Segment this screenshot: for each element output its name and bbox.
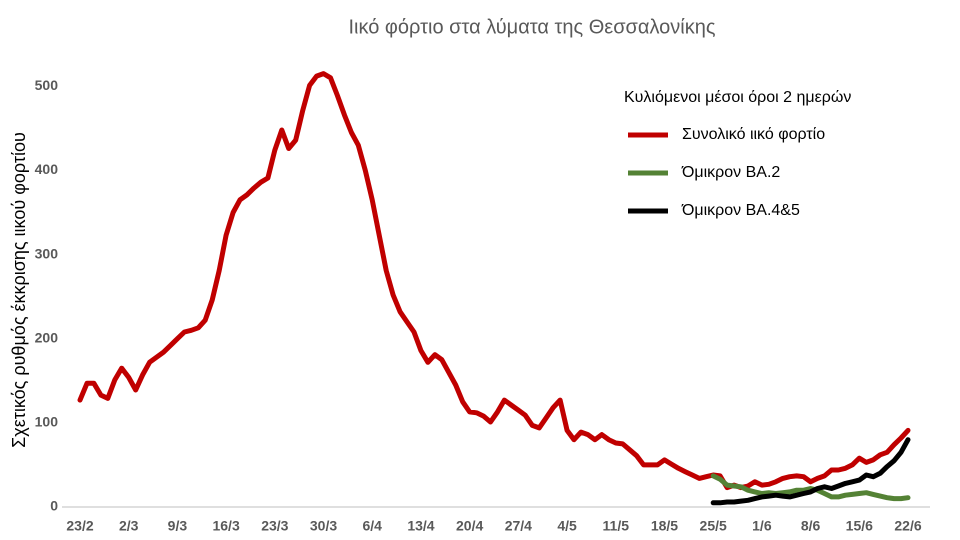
x-tick-label: 11/5 (603, 518, 630, 534)
y-tick-label: 200 (35, 329, 59, 345)
x-tick-label: 22/6 (894, 518, 921, 534)
x-tick-label: 27/4 (505, 518, 532, 534)
x-tick-label: 4/5 (557, 518, 577, 534)
x-tick-label: 16/3 (212, 518, 239, 534)
y-tick-label: 0 (50, 498, 58, 514)
x-tick-label: 25/5 (700, 518, 727, 534)
x-tick-label: 2/3 (119, 518, 139, 534)
x-tick-label: 9/3 (168, 518, 188, 534)
x-tick-label: 1/6 (752, 518, 772, 534)
x-tick-label: 8/6 (801, 518, 821, 534)
legend-label: Όμικρον BA.2 (681, 164, 780, 181)
x-tick-label: 23/3 (261, 518, 288, 534)
y-tick-label: 100 (35, 414, 59, 430)
series-line (77, 71, 911, 491)
x-tick-label: 6/4 (363, 518, 383, 534)
x-tick-label: 13/4 (407, 518, 434, 534)
legend-title: Κυλιόμενοι μέσοι όροι 2 ημερών (624, 89, 851, 106)
legend-label: Όμικρον BA.4&5 (681, 202, 800, 219)
legend-label: Συνολικό ιικό φορτίο (682, 126, 825, 143)
y-tick-label: 300 (35, 245, 59, 261)
chart-title: Ιικό φόρτιο στα λύματα της Θεσσαλονίκης (349, 16, 716, 38)
x-tick-label: 18/5 (651, 518, 678, 534)
x-tick-label: 15/6 (846, 518, 873, 534)
x-tick-label: 20/4 (456, 518, 483, 534)
x-tick-label: 30/3 (310, 518, 337, 534)
y-axis-label: Σχετικός ρυθμός έκκρισης ιικού φορτίου (9, 132, 29, 448)
x-tick-label: 23/2 (66, 518, 93, 534)
series-line (710, 473, 911, 502)
y-tick-label: 500 (35, 77, 59, 93)
y-tick-label: 400 (35, 161, 59, 177)
series-line (710, 437, 911, 506)
